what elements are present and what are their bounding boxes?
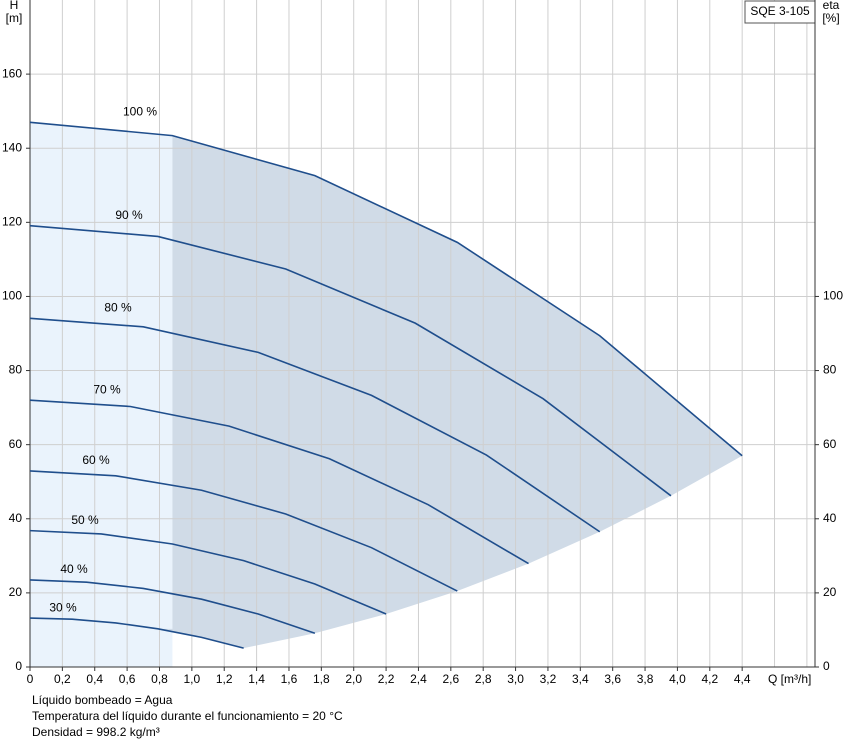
x-tick-label: 0,4 <box>86 672 103 686</box>
x-tick-label: 0,6 <box>119 672 136 686</box>
note: Densidad = 998.2 kg/m³ <box>32 725 160 739</box>
y2-tick-label: 100 <box>823 289 843 303</box>
y-tick-label: 120 <box>2 215 22 229</box>
curve-label: 90 % <box>115 208 143 222</box>
operating-range <box>30 122 743 668</box>
curve-label: 100 % <box>123 104 157 118</box>
x-tick-label: 2,0 <box>345 672 362 686</box>
y-tick-label: 100 <box>2 289 22 303</box>
pump-curve <box>29 399 529 565</box>
y2-tick-label: 60 <box>823 437 837 451</box>
y-tick-label: 60 <box>9 437 23 451</box>
x-tick-label: 0 <box>27 672 34 686</box>
x-tick-label: 3,2 <box>540 672 557 686</box>
pump-curve <box>29 617 244 649</box>
y-axis-label: H <box>10 0 19 12</box>
note: Líquido bombeado = Agua <box>32 693 173 707</box>
y-axis-unit: [m] <box>6 11 23 25</box>
y-tick-label: 20 <box>9 585 23 599</box>
badge: SQE 3-105 <box>750 4 810 18</box>
x-tick-label: 2,2 <box>378 672 395 686</box>
y-tick-label: 0 <box>15 659 22 673</box>
x-tick-label: 2,6 <box>442 672 459 686</box>
pump-curve <box>29 121 743 457</box>
x-tick-label: 4,0 <box>669 672 686 686</box>
x-tick-label: 3,0 <box>507 672 524 686</box>
x-tick-label: 3,6 <box>604 672 621 686</box>
y2-tick-label: 20 <box>823 585 837 599</box>
curve-label: 40 % <box>60 562 88 576</box>
y2-axis-unit: [%] <box>822 11 839 25</box>
x-axis-label: Q [m³/h] <box>768 672 811 686</box>
x-tick-label: 2,8 <box>475 672 492 686</box>
pump-curve <box>29 224 672 497</box>
note: Temperatura del líquido durante el funci… <box>32 709 343 723</box>
min-flow-area <box>30 122 173 668</box>
y-tick-label: 40 <box>9 511 23 525</box>
x-tick-label: 2,4 <box>410 672 427 686</box>
y2-tick-label: 80 <box>823 363 837 377</box>
x-tick-label: 3,4 <box>572 672 589 686</box>
curve-label: 70 % <box>93 382 121 396</box>
y2-tick-label: 0 <box>823 659 830 673</box>
y-tick-label: 140 <box>2 140 22 154</box>
x-tick-label: 1,6 <box>281 672 298 686</box>
x-tick-label: 1,8 <box>313 672 330 686</box>
pump-curve <box>29 579 316 635</box>
curve-label: 80 % <box>104 300 132 314</box>
pump-curve <box>29 317 601 533</box>
x-tick-label: 4,2 <box>701 672 718 686</box>
x-tick-label: 1,4 <box>248 672 265 686</box>
curve-label: 30 % <box>49 600 77 614</box>
pump-curve <box>29 529 387 615</box>
x-tick-label: 4,4 <box>734 672 751 686</box>
operating-area <box>157 135 743 649</box>
curve-label: 50 % <box>71 513 99 527</box>
y-tick-label: 160 <box>2 66 22 80</box>
x-tick-label: 3,8 <box>637 672 654 686</box>
pump-curve <box>29 470 458 592</box>
x-tick-label: 0,8 <box>151 672 168 686</box>
x-tick-label: 1,0 <box>184 672 201 686</box>
x-tick-label: 1,2 <box>216 672 233 686</box>
y-tick-label: 80 <box>9 363 23 377</box>
x-tick-label: 0,2 <box>54 672 71 686</box>
y2-axis-label: eta <box>823 0 840 12</box>
y2-tick-label: 40 <box>823 511 837 525</box>
curve-label: 60 % <box>82 453 110 467</box>
